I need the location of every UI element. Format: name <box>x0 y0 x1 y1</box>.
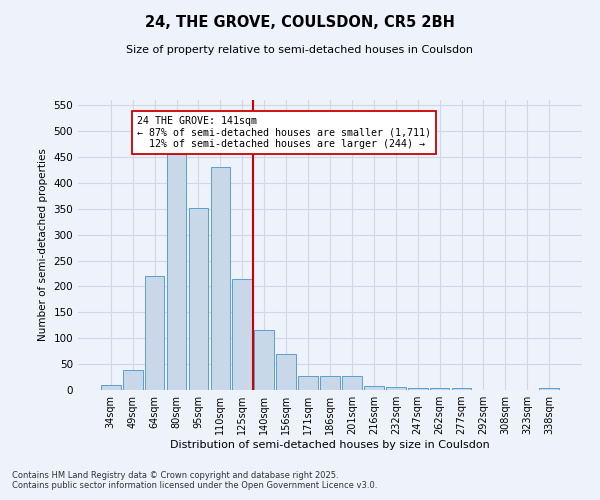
Bar <box>452 388 472 390</box>
Bar <box>211 168 230 390</box>
Bar <box>342 376 362 390</box>
Bar <box>320 376 340 390</box>
Text: Contains HM Land Registry data © Crown copyright and database right 2025.
Contai: Contains HM Land Registry data © Crown c… <box>12 470 377 490</box>
Bar <box>430 388 449 390</box>
Bar <box>254 330 274 390</box>
Text: 24 THE GROVE: 141sqm
← 87% of semi-detached houses are smaller (1,711)
  12% of : 24 THE GROVE: 141sqm ← 87% of semi-detac… <box>137 116 431 148</box>
Bar <box>101 385 121 390</box>
Bar <box>188 208 208 390</box>
Text: 24, THE GROVE, COULSDON, CR5 2BH: 24, THE GROVE, COULSDON, CR5 2BH <box>145 15 455 30</box>
Bar <box>364 386 384 390</box>
Y-axis label: Number of semi-detached properties: Number of semi-detached properties <box>38 148 48 342</box>
Bar <box>167 154 187 390</box>
Bar <box>232 278 252 390</box>
Bar <box>276 354 296 390</box>
Bar <box>408 388 428 390</box>
Bar <box>123 370 143 390</box>
Bar <box>386 388 406 390</box>
Bar <box>298 376 318 390</box>
Bar <box>145 276 164 390</box>
Bar <box>539 388 559 390</box>
Text: Size of property relative to semi-detached houses in Coulsdon: Size of property relative to semi-detach… <box>127 45 473 55</box>
X-axis label: Distribution of semi-detached houses by size in Coulsdon: Distribution of semi-detached houses by … <box>170 440 490 450</box>
